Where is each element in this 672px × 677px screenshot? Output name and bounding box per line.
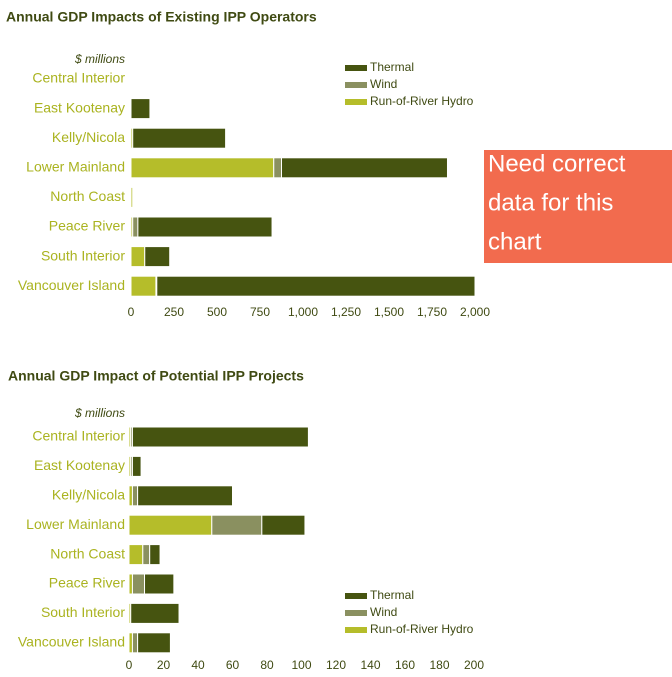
bar-segment	[130, 186, 134, 208]
bar-segment	[131, 455, 142, 477]
x-tick-label: 180	[429, 658, 449, 672]
category-label: North Coast	[50, 188, 125, 204]
x-tick-label: 250	[164, 305, 184, 319]
x-tick-label: 0	[128, 305, 135, 319]
bar-segment	[131, 426, 309, 448]
legend-label: Wind	[370, 77, 397, 91]
legend-label: Wind	[370, 605, 397, 619]
category-label: South Interior	[41, 247, 125, 263]
bar-segment	[128, 544, 144, 566]
category-label: Vancouver Island	[18, 277, 125, 293]
legend-label: Run-of-River Hydro	[370, 94, 474, 108]
category-label: South Interior	[41, 604, 125, 620]
category-label: Central Interior	[32, 428, 125, 444]
x-tick-label: 200	[464, 658, 484, 672]
x-tick-label: 160	[395, 658, 415, 672]
legend-swatch	[345, 627, 367, 633]
bar-segment	[149, 544, 161, 566]
bar-segment	[273, 157, 283, 179]
x-tick-label: 1,500	[374, 305, 404, 319]
category-label: Vancouver Island	[18, 634, 125, 650]
x-tick-label: 80	[260, 658, 274, 672]
bar-segment	[131, 485, 139, 507]
bar-segment	[211, 514, 263, 536]
category-label: East Kootenay	[34, 457, 125, 473]
bar-segment	[144, 573, 175, 595]
legend-label: Thermal	[370, 60, 414, 74]
category-label: Peace River	[49, 575, 126, 591]
bar-segment	[128, 632, 133, 654]
x-tick-label: 1,750	[417, 305, 447, 319]
note-box	[484, 150, 672, 263]
category-label: Kelly/Nicola	[52, 129, 125, 145]
legend-swatch	[345, 82, 367, 88]
x-tick-label: 120	[326, 658, 346, 672]
category-label: Lower Mainland	[26, 159, 125, 175]
category-label: Central Interior	[32, 70, 125, 86]
category-label: Peace River	[49, 218, 126, 234]
bar-segment	[130, 98, 151, 120]
category-label: Lower Mainland	[26, 516, 125, 532]
unit-label: $ millions	[74, 52, 125, 66]
bar-segment	[281, 157, 448, 179]
bar-segment	[137, 216, 273, 238]
x-tick-label: 750	[250, 305, 270, 319]
bar-segment	[132, 127, 227, 149]
x-tick-label: 1,250	[331, 305, 361, 319]
bar-segment	[130, 246, 146, 268]
note-line: chart	[488, 228, 542, 255]
bar-segment	[142, 544, 151, 566]
note-line: Need correct	[488, 150, 626, 177]
legend-swatch	[345, 593, 367, 599]
bar-segment	[137, 485, 233, 507]
legend-swatch	[345, 610, 367, 616]
unit-label: $ millions	[74, 406, 125, 420]
bar-segment	[156, 275, 476, 297]
bar-segment	[128, 485, 133, 507]
chart-title: Annual GDP Impacts of Existing IPP Opera…	[6, 9, 317, 25]
category-label: Kelly/Nicola	[52, 487, 125, 503]
bar-segment	[261, 514, 306, 536]
bar-segment	[130, 275, 157, 297]
x-tick-label: 500	[207, 305, 227, 319]
bar-segment	[131, 573, 146, 595]
x-tick-label: 60	[226, 658, 240, 672]
category-label: North Coast	[50, 545, 125, 561]
x-tick-label: 100	[291, 658, 311, 672]
bar-segment	[137, 632, 171, 654]
note-line: data for this	[488, 189, 613, 216]
bar-segment	[128, 514, 213, 536]
bar-segment	[128, 573, 133, 595]
x-tick-label: 40	[191, 658, 205, 672]
category-label: East Kootenay	[34, 99, 125, 115]
x-tick-label: 0	[126, 658, 133, 672]
legend-swatch	[345, 99, 367, 105]
x-tick-label: 20	[157, 658, 171, 672]
bar-segment	[130, 602, 180, 624]
bar-segment	[130, 157, 275, 179]
bar-segment	[144, 246, 171, 268]
chart-title: Annual GDP Impact of Potential IPP Proje…	[8, 368, 304, 384]
x-tick-label: 140	[360, 658, 380, 672]
legend-swatch	[345, 65, 367, 71]
legend-label: Run-of-River Hydro	[370, 622, 474, 636]
x-tick-label: 2,000	[460, 305, 490, 319]
bar-segment	[131, 632, 139, 654]
bar-segment	[132, 216, 139, 238]
x-tick-label: 1,000	[288, 305, 318, 319]
legend-label: Thermal	[370, 588, 414, 602]
